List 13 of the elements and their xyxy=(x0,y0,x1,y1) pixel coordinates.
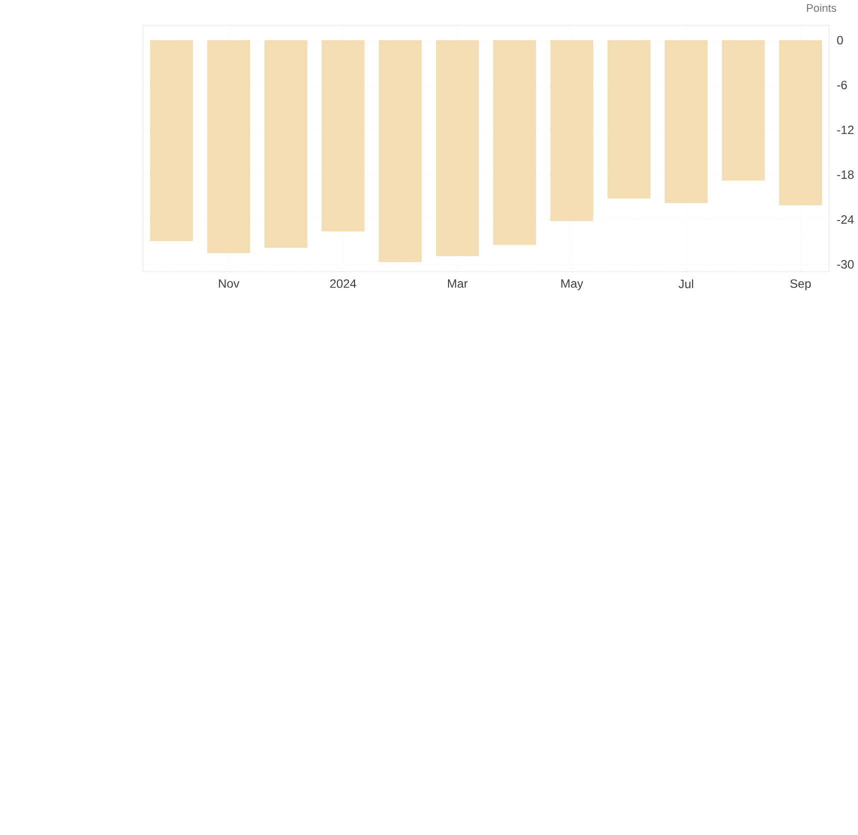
x-tick-label: 2024 xyxy=(330,279,356,288)
x-tick-label: Nov xyxy=(218,279,240,288)
x-tick-label: Jul xyxy=(678,279,694,288)
y-tick-label: 0 xyxy=(837,36,843,44)
y-tick-label: -30 xyxy=(837,260,854,269)
y-tick-label: -18 xyxy=(837,170,854,179)
y-tick-label: -12 xyxy=(837,126,854,134)
x-tick-label: Sep xyxy=(790,279,811,290)
x-tick-label: Mar xyxy=(448,279,468,288)
y-axis-title: Points xyxy=(807,4,836,12)
y-tick-label: -24 xyxy=(837,215,854,224)
x-tick-label: May xyxy=(561,279,584,290)
y-tick-label: -6 xyxy=(837,80,847,90)
